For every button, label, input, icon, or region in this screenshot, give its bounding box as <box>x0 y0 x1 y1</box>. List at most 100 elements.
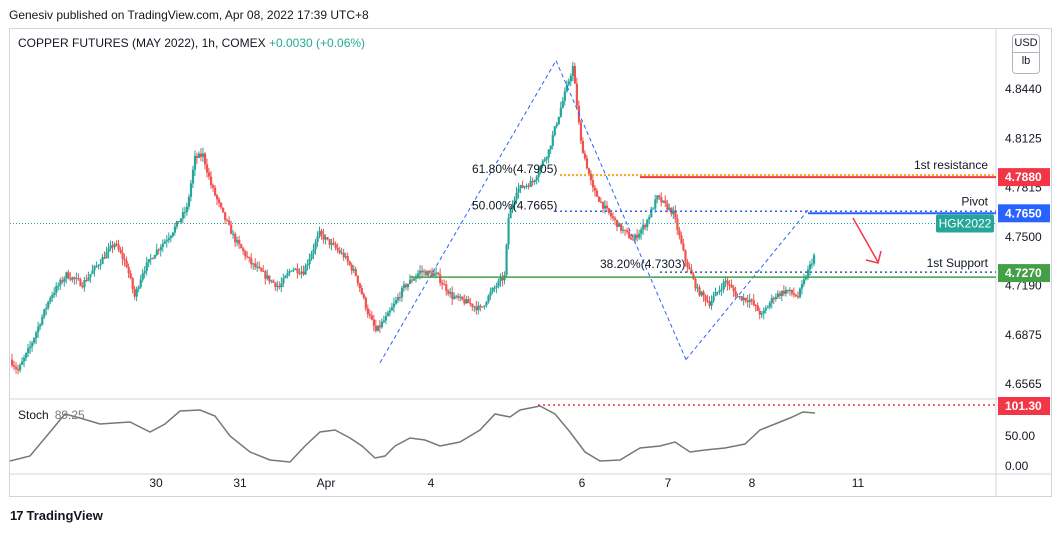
candle-body <box>115 243 118 245</box>
candle-body <box>232 233 235 235</box>
currency-selector[interactable]: USD lb <box>1012 34 1040 74</box>
candle-body <box>599 201 603 203</box>
candle-body <box>457 295 460 298</box>
candle-body <box>212 185 215 188</box>
candle-body <box>75 278 78 280</box>
candle-body <box>292 269 295 271</box>
candle-body <box>358 283 361 289</box>
candle-body <box>195 155 199 158</box>
candle-body <box>386 312 390 317</box>
candle-body <box>13 365 16 367</box>
candle-body <box>67 272 70 279</box>
candle-body <box>384 316 388 321</box>
candle-body <box>620 223 623 231</box>
candle-body <box>274 282 277 287</box>
support-price-tag: 4.7270 <box>998 264 1050 283</box>
candle-body <box>214 187 217 196</box>
candle-body <box>591 180 595 188</box>
candle-body <box>790 289 794 294</box>
candle-body <box>736 296 739 298</box>
candle-body <box>105 252 108 259</box>
candle-body <box>71 277 74 280</box>
candle-body <box>175 221 179 227</box>
candle-body <box>423 271 426 273</box>
support-price-tag-text: 4.7270 <box>1005 266 1042 280</box>
candle-body <box>589 173 593 181</box>
candle-body <box>113 243 116 248</box>
stoch-tick-label: 0.00 <box>1005 459 1029 473</box>
candle-body <box>628 232 631 239</box>
candle-body <box>724 280 727 282</box>
candle-body <box>382 320 386 323</box>
candle-body <box>342 252 345 258</box>
candle-body <box>121 252 124 260</box>
currency-unit[interactable]: lb <box>1021 55 1031 67</box>
candle-body <box>467 299 470 304</box>
candle-body <box>704 295 707 301</box>
candle-body <box>218 199 221 203</box>
candle-body <box>256 266 259 268</box>
candle-body <box>348 261 351 265</box>
tradingview-logo-icon: 17 <box>10 508 24 523</box>
candle-body <box>553 126 556 136</box>
candle-body <box>254 263 257 268</box>
candle-body <box>143 271 146 274</box>
stoch-tick-label: 50.00 <box>1005 429 1035 443</box>
candle-body <box>147 259 150 263</box>
resistance-label: 1st resistance <box>914 158 988 172</box>
candle-body <box>764 308 767 311</box>
candle-body <box>37 326 40 333</box>
resistance-price-tag-text: 4.7880 <box>1005 170 1042 184</box>
candle-body <box>644 224 647 228</box>
candle-body <box>238 240 241 245</box>
candle-body <box>390 307 394 311</box>
price-tick-label: 4.6565 <box>1005 377 1042 391</box>
candle-body <box>567 81 570 85</box>
fib-500-label: 50.00%(4.7665) <box>472 198 557 212</box>
candle-body <box>672 210 675 214</box>
candle-body <box>127 267 130 274</box>
candle-body <box>352 269 355 271</box>
candle-body <box>674 210 677 219</box>
candle-body <box>495 286 498 288</box>
candle-body <box>203 153 207 165</box>
symbol-tag-bg <box>936 214 994 233</box>
candle-body <box>810 263 814 265</box>
candle-body <box>280 283 283 288</box>
candle-body <box>133 289 136 297</box>
candle-body <box>501 277 504 281</box>
candle-body <box>17 368 20 371</box>
candle-body <box>394 300 398 304</box>
candle-body <box>77 278 80 280</box>
candle-body <box>336 248 339 251</box>
candle-body <box>812 255 816 264</box>
candle-body <box>33 338 36 343</box>
time-tick-label: 4 <box>428 476 435 490</box>
candle-body <box>626 230 629 233</box>
candle-body <box>294 268 297 270</box>
candle-body <box>597 196 601 202</box>
candle-body <box>720 289 723 291</box>
candle-body <box>437 272 440 275</box>
candle-body <box>306 264 309 266</box>
candle-body <box>477 305 480 311</box>
publisher-line: Genesiv published on TradingView.com, Ap… <box>9 8 369 22</box>
tradingview-logo[interactable]: 17 TradingView <box>10 508 103 523</box>
pivot-label: Pivot <box>961 194 988 208</box>
candle-body <box>388 310 392 313</box>
candle-body <box>366 308 369 315</box>
candle-body <box>123 259 126 261</box>
candle-body <box>328 239 331 245</box>
candle-body <box>798 288 802 298</box>
candle-body <box>529 180 532 187</box>
candle-body <box>698 287 701 296</box>
candle-body <box>302 271 305 275</box>
candle-body <box>601 201 605 209</box>
time-tick-label: 7 <box>665 476 672 490</box>
candle-body <box>51 294 54 299</box>
candle-body <box>376 325 380 331</box>
candle-body <box>666 203 669 210</box>
currency-code[interactable]: USD <box>1013 35 1039 53</box>
candle-body <box>734 291 737 297</box>
